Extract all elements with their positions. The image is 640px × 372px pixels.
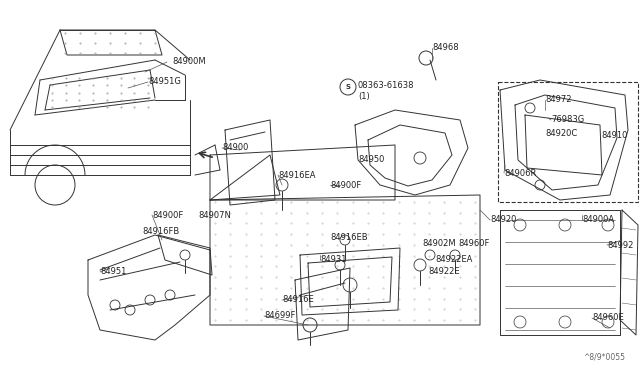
Text: 84916FB: 84916FB [142, 228, 179, 237]
Text: 84906R: 84906R [504, 169, 536, 177]
Text: 84900M: 84900M [172, 58, 205, 67]
Text: 84916EB: 84916EB [330, 234, 367, 243]
Text: 84916E: 84916E [282, 295, 314, 305]
Text: 84972: 84972 [545, 96, 572, 105]
Text: 84922EA: 84922EA [435, 256, 472, 264]
Text: 84699F: 84699F [264, 311, 296, 321]
Text: 84968: 84968 [432, 44, 459, 52]
Text: (1): (1) [358, 93, 370, 102]
Text: 84900: 84900 [222, 144, 248, 153]
Text: 84907N: 84907N [198, 211, 231, 219]
Text: ^8/9*0055: ^8/9*0055 [583, 353, 625, 362]
Text: 84910: 84910 [601, 131, 627, 140]
Text: 84922E: 84922E [428, 267, 460, 276]
Text: 84950: 84950 [358, 155, 385, 164]
Text: 76983G: 76983G [551, 115, 584, 125]
Bar [498, 82, 638, 202]
Text: 84951G: 84951G [148, 77, 181, 87]
Text: 84902M: 84902M [422, 238, 456, 247]
Text: 84992: 84992 [607, 241, 634, 250]
Text: 84916EA: 84916EA [278, 170, 316, 180]
Text: 84960E: 84960E [592, 314, 624, 323]
Text: 84931: 84931 [320, 256, 346, 264]
Text: S: S [346, 84, 351, 90]
Text: 84900F: 84900F [330, 180, 361, 189]
Text: 08363-61638: 08363-61638 [358, 80, 415, 90]
Text: 84900A: 84900A [582, 215, 614, 224]
Text: 84900F: 84900F [152, 211, 183, 219]
Text: 84951: 84951 [100, 267, 126, 276]
Text: 84960F: 84960F [458, 238, 490, 247]
Text: 84920C: 84920C [545, 128, 577, 138]
Text: 84920: 84920 [490, 215, 516, 224]
